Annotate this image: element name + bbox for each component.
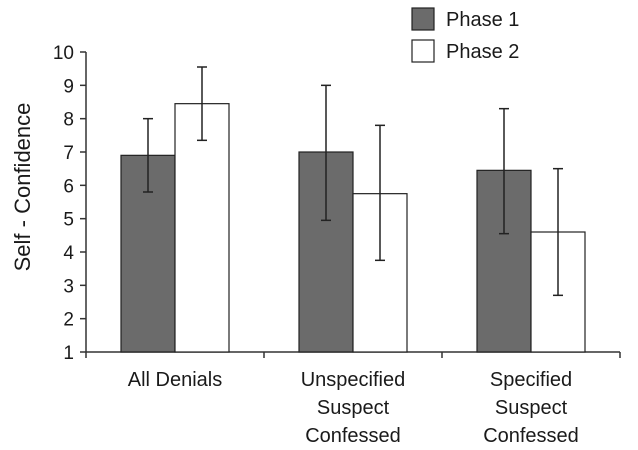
legend-swatch [411,7,435,31]
y-tick-label: 8 [63,110,74,131]
y-tick-label: 4 [63,243,74,264]
y-ticks: 1 2 3 4 5 6 7 8 9 10 [53,43,86,364]
y-axis-title: Self - Confidence [10,103,35,272]
category-labels: All Denials Unspecified Suspect Confessed Sp… [128,369,579,447]
bar-phase-2 [174,103,230,353]
y-tick-label: 2 [63,310,74,331]
y-tick-label: 10 [53,43,74,64]
category-label: Confessed [305,425,401,447]
bars [120,103,586,353]
y-tick-label: 7 [63,143,74,164]
category-label: Specified [490,369,572,391]
y-tick-label: 3 [63,276,74,297]
legend-swatch [411,39,435,63]
legend-label: Phase 1 [446,9,519,31]
category-label: Unspecified [301,369,406,391]
category-label: Suspect [495,397,568,419]
legend: Phase 1 Phase 2 [411,7,519,63]
category-label: Suspect [317,397,390,419]
category-label: All Denials [128,369,222,391]
legend-label: Phase 2 [446,41,519,63]
y-tick-label: 5 [63,210,74,231]
y-tick-label: 9 [63,76,74,97]
category-label: Confessed [483,425,579,447]
y-tick-label: 6 [63,176,74,197]
y-tick-label: 1 [63,343,74,364]
error-bars [143,66,563,297]
